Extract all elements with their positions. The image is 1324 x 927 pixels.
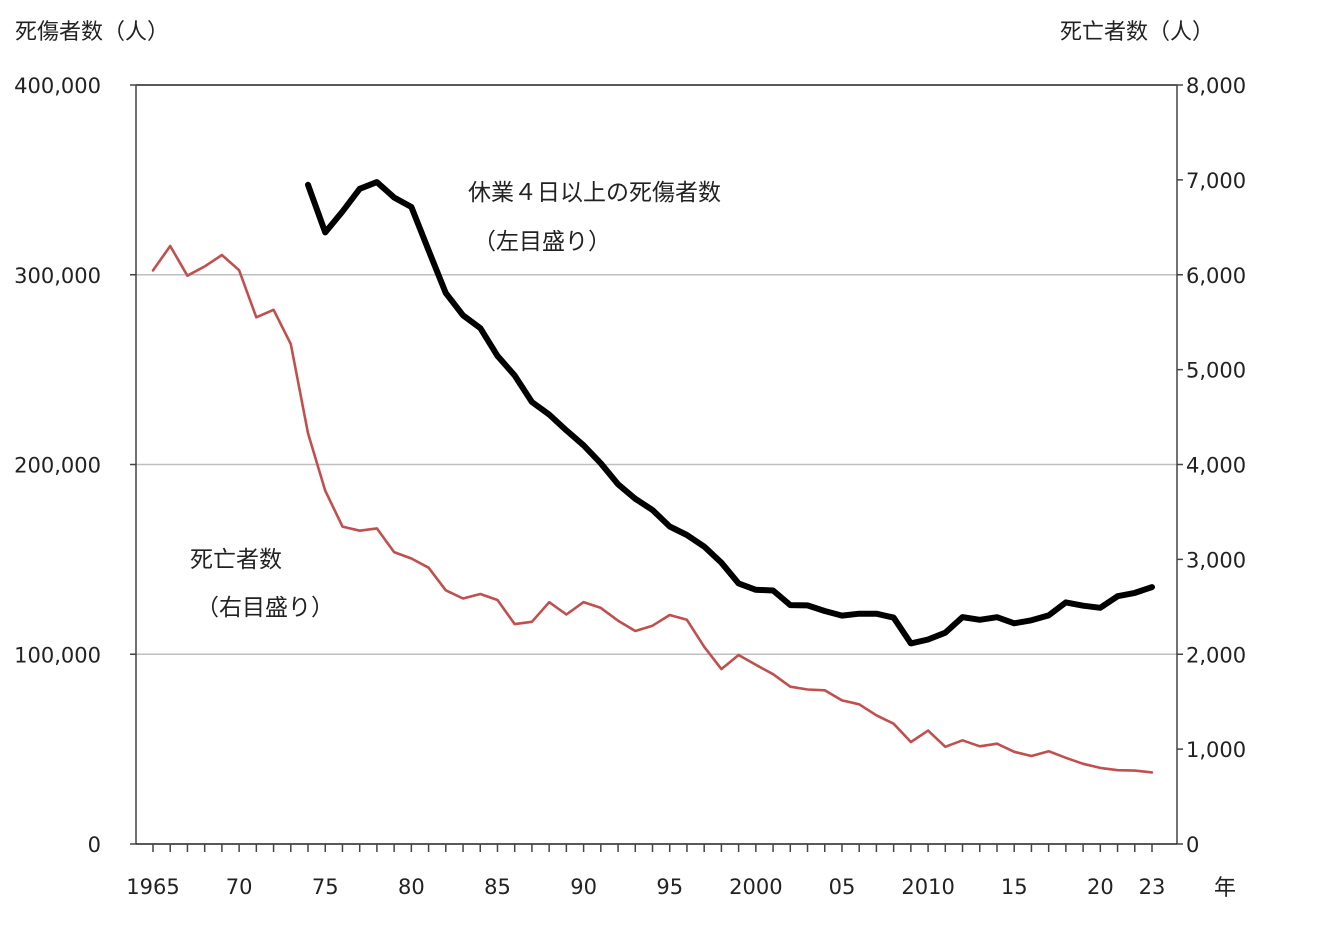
right-tick-label: 2,000	[1186, 643, 1246, 667]
right-tick-label: 0	[1186, 833, 1199, 857]
x-tick-label: 80	[398, 875, 425, 899]
left-tick-label: 300,000	[14, 264, 101, 288]
x-tick-label: 15	[1001, 875, 1028, 899]
x-tick-label: 05	[829, 875, 856, 899]
x-tick-label: 75	[312, 875, 339, 899]
series-label-deaths: 死亡者数	[190, 547, 282, 573]
series-lines	[151, 179, 1155, 774]
left-tick-label: 100,000	[14, 643, 101, 667]
x-tick-label: 70	[226, 875, 253, 899]
x-tick-label: 90	[570, 875, 597, 899]
x-axis-unit-label: 年	[1214, 876, 1236, 901]
x-tick-label: 23	[1139, 875, 1166, 899]
x-tick-label: 20	[1087, 875, 1114, 899]
series-sublabel-injuries: （左目盛り）	[473, 229, 611, 255]
left-tick-label: 0	[88, 833, 101, 857]
series-sublabel-deaths: （右目盛り）	[196, 595, 334, 621]
x-tick-label: 1965	[126, 875, 179, 899]
left-tick-label: 200,000	[14, 454, 101, 478]
left-tick-label: 400,000	[14, 74, 101, 98]
right-tick-label: 8,000	[1186, 74, 1246, 98]
right-tick-label: 6,000	[1186, 264, 1246, 288]
x-tick-label: 2000	[729, 875, 782, 899]
right-tick-label: 4,000	[1186, 454, 1246, 478]
tick-labels: 0 100,000 200,000 300,000 400,000 0 1,000 2,000…	[14, 74, 1246, 899]
right-tick-label: 3,000	[1186, 548, 1246, 572]
x-tick-label: 95	[656, 875, 683, 899]
x-tick-label: 85	[484, 875, 511, 899]
series-label-injuries: 休業４日以上の死傷者数	[468, 180, 721, 206]
axes	[130, 84, 1183, 852]
gridlines	[136, 274, 1177, 655]
right-tick-label: 1,000	[1186, 738, 1246, 762]
injuries-line	[305, 179, 1155, 647]
left-axis-title: 死傷者数（人）	[15, 20, 169, 45]
x-tick-label: 2010	[901, 875, 954, 899]
right-tick-label: 5,000	[1186, 359, 1246, 383]
right-tick-label: 7,000	[1186, 169, 1246, 193]
right-axis-title: 死亡者数（人）	[1060, 20, 1214, 45]
